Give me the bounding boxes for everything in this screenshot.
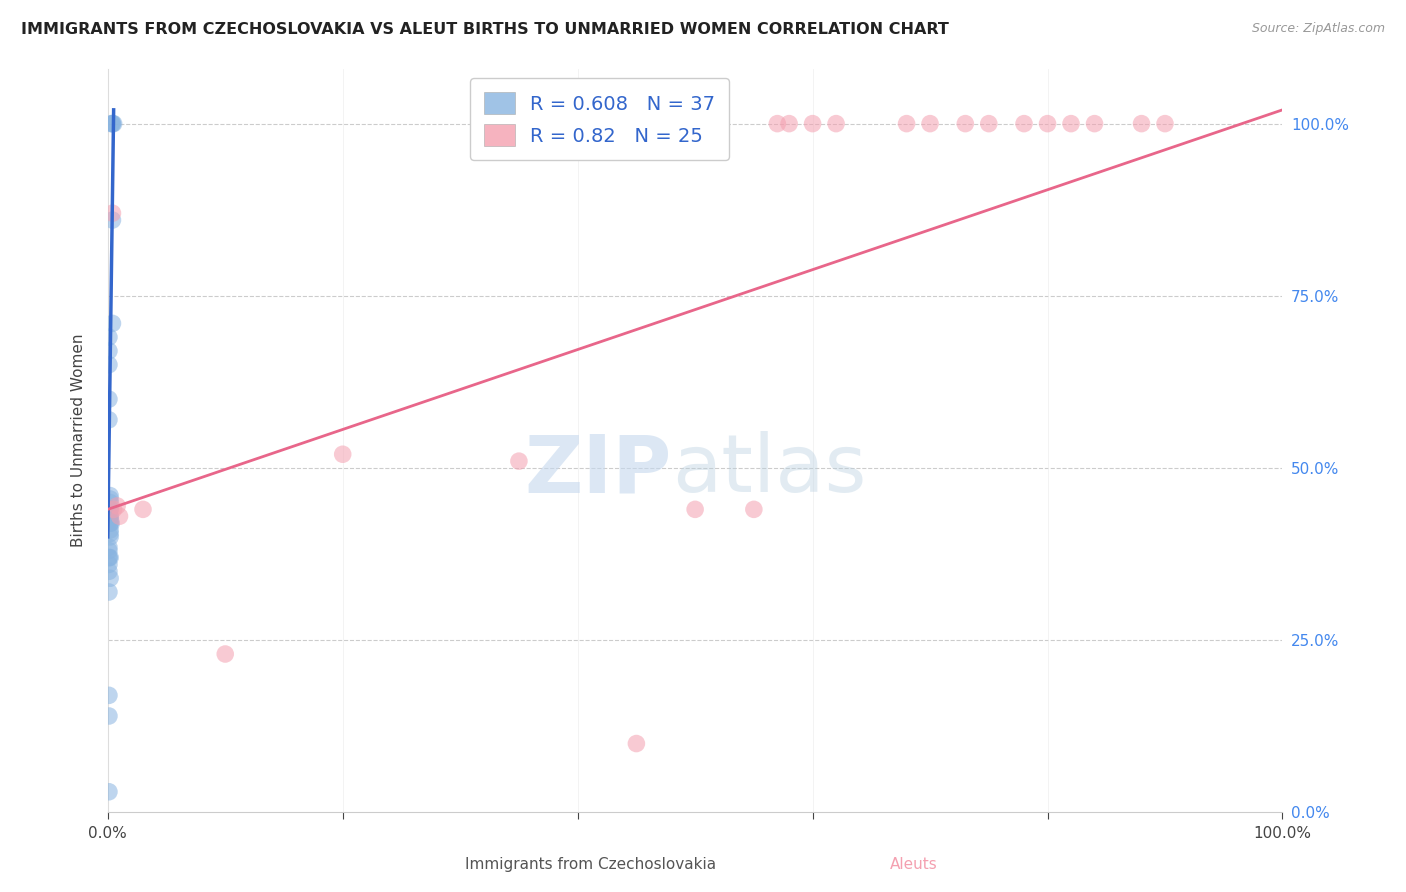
Point xyxy=(742,502,765,516)
Point xyxy=(98,523,121,537)
Point xyxy=(101,117,124,131)
Point xyxy=(97,709,120,723)
Point xyxy=(97,543,120,558)
Point xyxy=(98,571,121,585)
Point xyxy=(920,117,942,131)
Point xyxy=(98,491,121,506)
Point xyxy=(97,558,120,572)
Point xyxy=(332,447,354,461)
Point xyxy=(778,117,800,131)
Point xyxy=(97,343,120,358)
Point xyxy=(98,502,121,516)
Point xyxy=(97,785,120,799)
Point xyxy=(98,513,121,527)
Point xyxy=(98,550,121,565)
Point xyxy=(97,330,120,344)
Point xyxy=(97,358,120,372)
Point xyxy=(1060,117,1083,131)
Point xyxy=(97,550,120,565)
Point xyxy=(508,454,530,468)
Point xyxy=(97,540,120,554)
Point xyxy=(683,502,706,516)
Point xyxy=(98,516,121,530)
Text: Source: ZipAtlas.com: Source: ZipAtlas.com xyxy=(1251,22,1385,36)
Point xyxy=(132,502,155,516)
Point xyxy=(98,509,121,524)
Point xyxy=(100,516,122,530)
Point xyxy=(977,117,1000,131)
Point xyxy=(98,526,121,541)
Point xyxy=(626,737,648,751)
Point xyxy=(101,206,124,220)
Point xyxy=(97,413,120,427)
Point xyxy=(1012,117,1035,131)
Point xyxy=(105,499,128,513)
Point xyxy=(98,516,121,530)
Point xyxy=(214,647,236,661)
Point xyxy=(98,495,121,509)
Point xyxy=(103,117,125,131)
Point xyxy=(98,530,121,544)
Point xyxy=(101,213,124,227)
Point xyxy=(108,509,131,524)
Y-axis label: Births to Unmarried Women: Births to Unmarried Women xyxy=(72,334,86,547)
Point xyxy=(1130,117,1153,131)
Text: Aleuts: Aleuts xyxy=(890,857,938,872)
Legend: R = 0.608   N = 37, R = 0.82   N = 25: R = 0.608 N = 37, R = 0.82 N = 25 xyxy=(470,78,728,160)
Point xyxy=(98,509,121,524)
Point xyxy=(955,117,977,131)
Point xyxy=(98,489,121,503)
Point xyxy=(97,565,120,579)
Text: IMMIGRANTS FROM CZECHOSLOVAKIA VS ALEUT BIRTHS TO UNMARRIED WOMEN CORRELATION CH: IMMIGRANTS FROM CZECHOSLOVAKIA VS ALEUT … xyxy=(21,22,949,37)
Point xyxy=(766,117,789,131)
Point xyxy=(101,317,124,331)
Text: atlas: atlas xyxy=(672,431,866,509)
Point xyxy=(1083,117,1105,131)
Point xyxy=(801,117,824,131)
Text: ZIP: ZIP xyxy=(524,431,672,509)
Point xyxy=(97,689,120,703)
Point xyxy=(100,117,122,131)
Point xyxy=(1154,117,1177,131)
Point xyxy=(825,117,848,131)
Text: Immigrants from Czechoslovakia: Immigrants from Czechoslovakia xyxy=(465,857,716,872)
Point xyxy=(101,117,124,131)
Point xyxy=(97,392,120,406)
Point xyxy=(1036,117,1059,131)
Point xyxy=(97,550,120,565)
Point xyxy=(97,585,120,599)
Point xyxy=(98,502,121,516)
Point xyxy=(103,502,125,516)
Point xyxy=(896,117,918,131)
